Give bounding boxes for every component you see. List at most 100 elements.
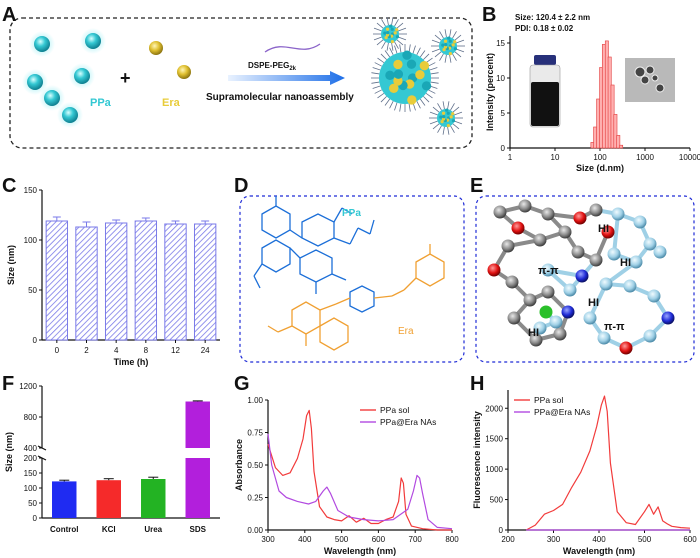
ppa-structure [253,196,375,294]
y-tick-label: 100 [24,236,38,245]
atom [653,245,667,259]
hi-label-2: HI [620,257,631,269]
vial-photo [529,55,561,128]
stability-bar [75,226,98,341]
y-axis-label: Fluorescence intensity [472,411,482,509]
atom [511,221,525,235]
panel-letter-f: F [2,373,14,395]
atom [597,331,611,345]
panel-letter-a: A [2,4,16,26]
panel-e: E HI HI HI HI π-π π-π [470,175,695,363]
stability-bar [193,223,217,341]
pi-pi-label-2: π-π [604,321,625,333]
atom [533,321,547,335]
panel-a: A PPa + Era DSPE-PEG2k Supramolecular na… [2,4,473,149]
y-tick-label: 0 [33,336,38,345]
legend-label: PPa@Era NAs [534,407,590,417]
atom [539,305,553,319]
atom [643,237,657,251]
x-tick-label: 1 [508,153,513,162]
atom [505,275,519,289]
panel-h: H 200 300 400 500 600 0 500 1000 1500 2000 PPa sol… [470,373,697,556]
y-tick-label: 150 [24,469,38,478]
process-label: Supramolecular nanoassembly [206,92,354,103]
tem-inset-photo [625,58,675,102]
x-axis-label: Wavelength (nm) [324,546,396,556]
y-tick-label: 1000 [485,465,503,474]
x-tick-label: 0 [55,346,60,355]
era-particles [149,41,191,79]
panel-letter-c: C [2,175,16,197]
atom [619,341,633,355]
x-tick-label: 12 [171,346,180,355]
atom [563,283,577,297]
atom [518,199,532,213]
atom [541,207,555,221]
atom [553,327,567,341]
dls-bar [613,114,618,149]
atom [533,233,547,247]
x-tick-label: 10000 [679,153,700,162]
x-tick-label: 200 [501,535,515,544]
ppa-particles [22,28,106,128]
stability-bar [164,223,187,341]
y-tick-label: 15 [496,39,505,48]
stability-bar [104,222,128,341]
panel-letter-g: G [234,373,250,395]
atom [507,311,521,325]
x-tick-label: 10 [551,153,560,162]
y-tick-label: 800 [24,413,38,422]
atom [561,305,575,319]
size-bar [96,480,121,518]
atom [589,203,603,217]
atom [633,215,647,229]
panel-d: D PPa [234,175,465,363]
x-tick-label: 600 [372,535,386,544]
legend-label: PPa sol [534,395,563,405]
atom [623,279,637,293]
ppa-structure-label: PPa [342,208,361,219]
series-line-ppa-sol [525,395,691,531]
x-tick-label: SDS [190,525,207,534]
y-tick-label: 50 [28,499,37,508]
legend-label: PPa sol [380,405,409,415]
x-tick-label: Control [50,525,78,534]
y-tick-label: 200 [24,454,38,463]
atom [573,211,587,225]
hi-label-1: HI [598,223,609,235]
reagent-label: DSPE-PEG2k [248,61,297,72]
atom [601,225,615,239]
y-tick-label: 0.00 [247,526,263,535]
x-tick-label: 400 [592,535,606,544]
y-axis-label: Size (nm) [4,432,14,472]
y-tick-label: 1500 [485,435,503,444]
atom [523,293,537,307]
size-annotation: Size: 120.4 ± 2.2 nm [515,13,590,22]
y-tick-label: 0.50 [247,461,263,470]
panel-letter-e: E [470,175,483,197]
y-tick-label: 400 [24,444,38,453]
x-tick-label: 800 [445,535,459,544]
legend-label: PPa@Era NAs [380,417,436,427]
stability-bar [134,220,158,341]
plus-sign: + [120,68,131,88]
panel-a-frame [9,17,473,149]
x-tick-label: 400 [298,535,312,544]
era-structure [267,244,445,351]
series-line-ppa-sol [267,409,452,531]
panel-e-frame [475,195,695,363]
atom [599,277,613,291]
era-label: Era [162,97,181,109]
y-tick-label: 50 [28,286,37,295]
bond [612,212,620,256]
y-tick-label: 0 [501,144,506,153]
pdi-annotation: PDI: 0.18 ± 0.02 [515,24,574,33]
y-axis-label: Absorbance [234,439,244,491]
atom [607,247,621,261]
atom [589,253,603,267]
hi-label-4: HI [528,327,539,339]
y-tick-label: 2000 [485,404,503,413]
atom [558,225,572,239]
